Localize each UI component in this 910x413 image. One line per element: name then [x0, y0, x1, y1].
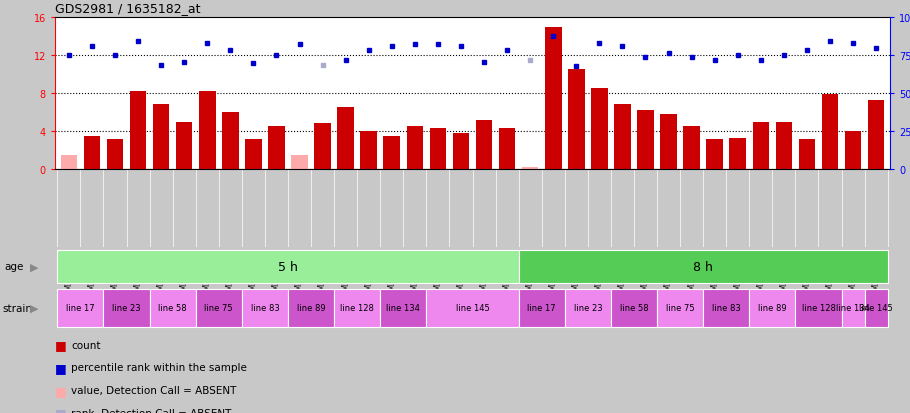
Bar: [611, 289, 657, 328]
Text: rank, Detection Call = ABSENT: rank, Detection Call = ABSENT: [71, 408, 231, 413]
Text: ■: ■: [55, 361, 66, 374]
Text: line 128: line 128: [340, 304, 374, 313]
Text: line 89: line 89: [758, 304, 786, 313]
Bar: [842, 289, 864, 328]
Bar: [176, 122, 193, 170]
Bar: [360, 132, 377, 170]
Text: line 145: line 145: [456, 304, 490, 313]
Bar: [775, 122, 793, 170]
Text: age: age: [5, 262, 24, 272]
Text: ▶: ▶: [30, 262, 38, 272]
Text: line 134: line 134: [387, 304, 420, 313]
Bar: [565, 289, 611, 328]
Bar: [614, 105, 631, 170]
Bar: [683, 127, 700, 170]
Bar: [84, 136, 100, 170]
Bar: [291, 155, 308, 170]
Text: 8 h: 8 h: [693, 260, 713, 273]
Text: strain: strain: [3, 303, 33, 313]
Text: GDS2981 / 1635182_at: GDS2981 / 1635182_at: [55, 2, 200, 15]
Text: line 75: line 75: [205, 304, 233, 313]
Bar: [799, 139, 815, 170]
Bar: [288, 289, 334, 328]
Bar: [196, 289, 242, 328]
Bar: [57, 289, 104, 328]
Bar: [199, 92, 216, 170]
Bar: [749, 289, 795, 328]
Bar: [430, 129, 446, 170]
Bar: [407, 127, 423, 170]
Bar: [268, 127, 285, 170]
Text: line 23: line 23: [112, 304, 141, 313]
Text: line 17: line 17: [528, 304, 556, 313]
Bar: [545, 27, 561, 170]
Bar: [334, 289, 380, 328]
Text: line 83: line 83: [712, 304, 741, 313]
Bar: [657, 289, 703, 328]
Bar: [383, 136, 400, 170]
Bar: [314, 124, 331, 170]
Bar: [153, 105, 169, 170]
Bar: [822, 95, 838, 170]
Bar: [568, 70, 584, 170]
Bar: [242, 289, 288, 328]
Text: ▶: ▶: [30, 303, 38, 313]
Bar: [427, 289, 519, 328]
Bar: [499, 129, 515, 170]
Bar: [864, 289, 887, 328]
Text: line 23: line 23: [573, 304, 602, 313]
Text: value, Detection Call = ABSENT: value, Detection Call = ABSENT: [71, 385, 237, 395]
Bar: [730, 138, 746, 170]
Text: ■: ■: [55, 406, 66, 413]
Text: line 134: line 134: [836, 304, 870, 313]
Bar: [868, 100, 885, 170]
Bar: [452, 133, 470, 170]
Bar: [661, 115, 677, 170]
Text: ■: ■: [55, 338, 66, 351]
Text: line 17: line 17: [66, 304, 95, 313]
Text: line 58: line 58: [158, 304, 187, 313]
Bar: [130, 92, 147, 170]
Bar: [245, 139, 262, 170]
Bar: [149, 289, 196, 328]
Bar: [753, 122, 769, 170]
Bar: [106, 139, 123, 170]
Bar: [637, 111, 653, 170]
Bar: [222, 113, 238, 170]
Text: line 58: line 58: [620, 304, 648, 313]
Text: line 128: line 128: [802, 304, 835, 313]
Text: count: count: [71, 340, 100, 350]
Bar: [57, 251, 519, 283]
Text: percentile rank within the sample: percentile rank within the sample: [71, 363, 247, 373]
Text: 5 h: 5 h: [278, 260, 298, 273]
Bar: [104, 289, 149, 328]
Text: ■: ■: [55, 384, 66, 396]
Bar: [844, 132, 862, 170]
Bar: [706, 139, 723, 170]
Bar: [592, 89, 608, 170]
Bar: [380, 289, 427, 328]
Text: line 89: line 89: [297, 304, 326, 313]
Text: line 75: line 75: [666, 304, 694, 313]
Bar: [795, 289, 842, 328]
Bar: [519, 289, 565, 328]
Bar: [61, 155, 77, 170]
Bar: [519, 251, 887, 283]
Bar: [521, 168, 539, 170]
Text: line 83: line 83: [250, 304, 279, 313]
Bar: [338, 108, 354, 170]
Bar: [476, 120, 492, 170]
Text: line 145: line 145: [859, 304, 893, 313]
Bar: [703, 289, 749, 328]
